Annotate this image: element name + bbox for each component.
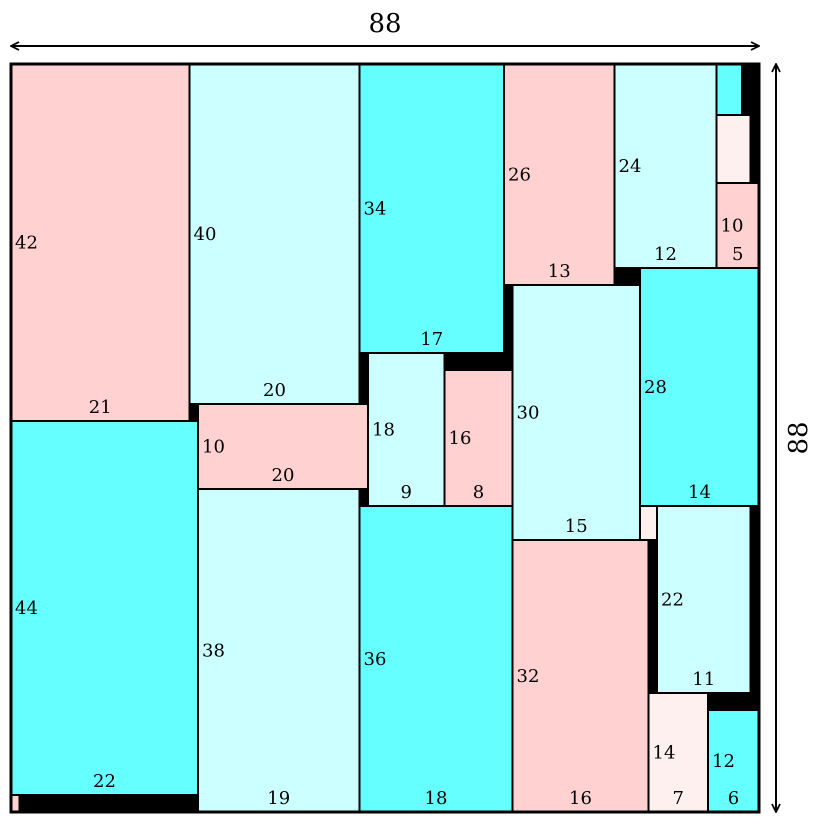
rect-30x15-height-label: 30 [517,403,540,424]
rect-32x16-height-label: 32 [517,666,540,687]
rect-10x5-width-label: 5 [732,244,743,265]
rect-14x7-width-label: 7 [673,788,684,809]
rect-24x12-height-label: 24 [619,156,642,177]
rect-32x16-width-label: 16 [569,788,592,809]
rect-30x15-width-label: 15 [565,516,588,537]
rect-26x13-width-label: 13 [548,261,571,282]
container-border [9,62,761,814]
rect-10x5-height-label: 10 [721,216,744,237]
rect-26x13-height-label: 26 [508,165,531,186]
rect-18x9-height-label: 18 [372,420,395,441]
rect-6x3 [715,63,743,116]
rect-28x14-width-label: 14 [688,482,711,503]
rect-36x18 [358,505,514,813]
width-dimension-label: 88 [368,9,401,39]
rect-34x17-height-label: 34 [364,199,387,220]
rect-14x7 [647,692,709,813]
height-dimension-label: 88 [784,421,814,454]
rect-34x17 [358,63,505,354]
rect-44x22 [10,420,199,796]
rect-42x21-height-label: 42 [15,233,38,254]
rect-42x21-width-label: 21 [89,397,112,418]
rect-22x11 [656,505,752,694]
rect-10x5 [715,182,760,269]
rect-18x9-width-label: 9 [401,482,412,503]
rect-34x17-width-label: 17 [420,329,443,350]
rect-22x11-width-label: 11 [692,669,715,690]
rect-22x11-height-label: 22 [661,590,684,611]
rect-30x15 [511,284,641,541]
rect-12x6-width-label: 6 [728,788,739,809]
rect-14x7-height-label: 14 [653,743,676,764]
rect-4x2 [639,505,658,541]
rect-38x19 [197,488,361,813]
rect-12x6-height-label: 12 [712,751,735,772]
rect-16x8-width-label: 8 [473,482,484,503]
rect-28x14-height-label: 28 [644,377,667,398]
rect-36x18-height-label: 36 [364,649,387,670]
rect-40x20-height-label: 40 [194,224,217,245]
rect-44x22-height-label: 44 [15,598,38,619]
rect-42x21 [10,63,191,422]
rect-38x19-height-label: 38 [202,641,225,662]
rect-10x20-height-label: 10 [202,437,225,458]
rect-24x12-width-label: 12 [654,244,677,265]
rect-10x20-width-label: 20 [272,465,295,486]
rect-10x20 [197,403,369,490]
rect-36x18-width-label: 18 [425,788,448,809]
rectangle-labels-group: 42 21 40 20 34 17 26 13 24 12 10 5 44 22 10 20 38 19 18 9 16… [15,156,743,809]
rect-32x16 [511,539,650,813]
rect-28x14 [639,267,760,507]
rect-40x20-width-label: 20 [263,380,286,401]
rect-18x9 [367,352,446,507]
rect-8x4 [715,114,752,184]
rect-44x22-width-label: 22 [93,771,116,792]
rectangles-group [10,63,760,813]
rect-16x8-height-label: 16 [449,428,472,449]
rect-38x19-width-label: 19 [267,788,290,809]
